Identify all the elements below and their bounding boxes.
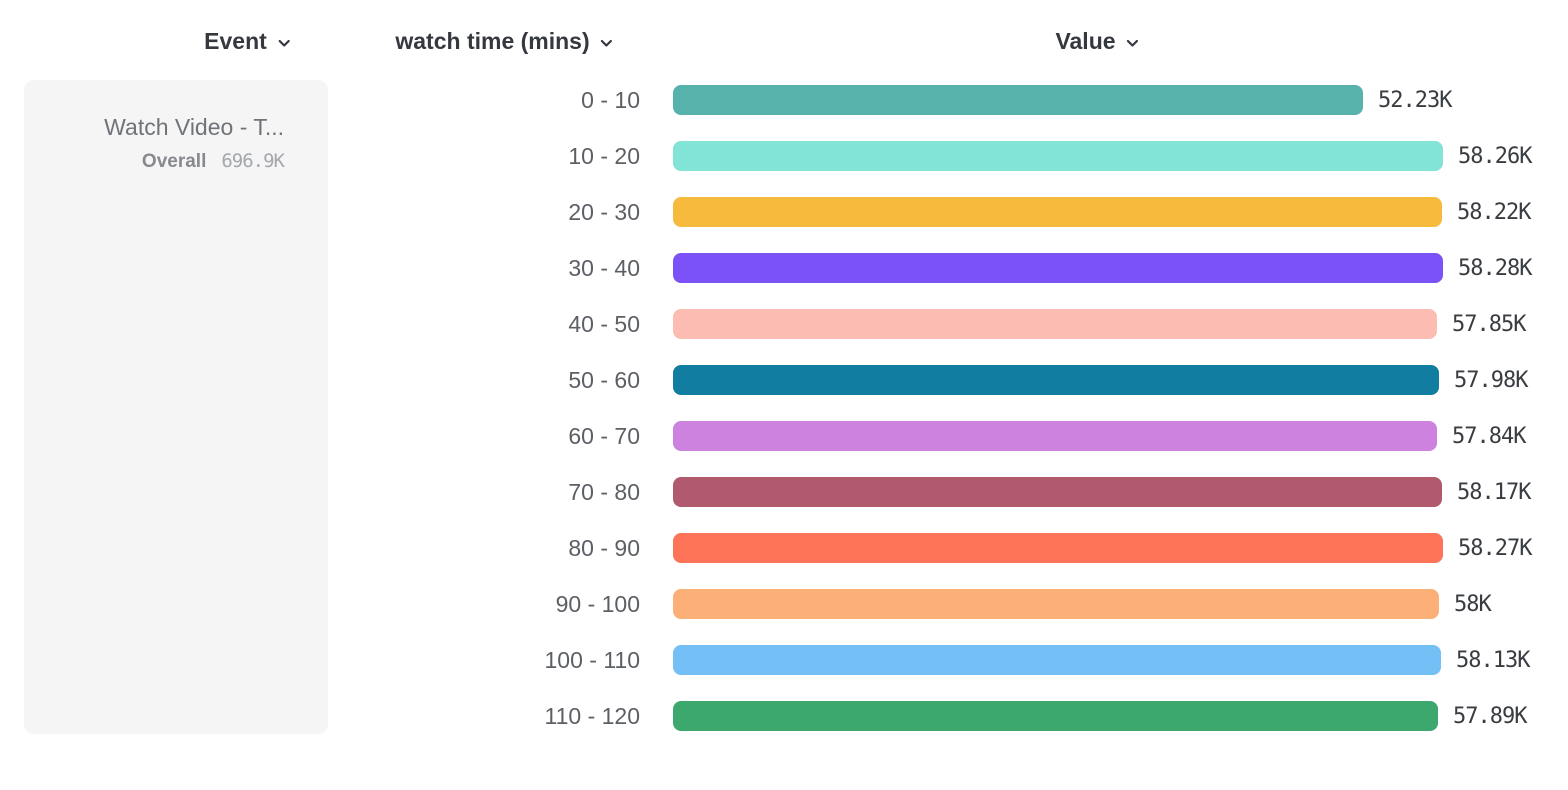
breakdown-column-label: watch time (mins) [395, 28, 590, 54]
value-label: 57.98K [1454, 367, 1528, 393]
value-column-label: Value [1055, 28, 1116, 54]
bar-track: 57.85K [673, 309, 1526, 339]
chart-row: 50 - 60 57.98K [340, 352, 1568, 408]
category-label: 70 - 80 [568, 478, 640, 505]
bar-track: 52.23K [673, 85, 1452, 115]
value-label: 58.26K [1458, 143, 1532, 169]
category-label: 90 - 100 [555, 590, 640, 617]
category-label: 50 - 60 [568, 366, 640, 393]
value-label: 57.89K [1453, 703, 1527, 729]
chart-row: 100 - 110 58.13K [340, 632, 1568, 688]
bar-segment[interactable] [673, 645, 1441, 675]
value-label: 52.23K [1378, 87, 1452, 113]
bar-track: 57.89K [673, 701, 1527, 731]
overall-label: Overall [141, 150, 207, 172]
chart-row: 70 - 80 58.17K [340, 464, 1568, 520]
overall-value: 696.9K [221, 149, 285, 172]
value-label: 57.84K [1452, 423, 1526, 449]
category-label: 40 - 50 [568, 310, 640, 337]
chart-row: 40 - 50 57.85K [340, 296, 1568, 352]
bar-track: 58.13K [673, 645, 1530, 675]
bar-track: 58.28K [673, 253, 1532, 283]
value-label: 58.27K [1458, 535, 1532, 561]
category-label: 20 - 30 [568, 198, 640, 225]
category-label: 80 - 90 [568, 534, 640, 561]
chart-row: 90 - 100 58K [340, 576, 1568, 632]
chart-row: 0 - 10 52.23K [340, 72, 1568, 128]
chart-row: 60 - 70 57.84K [340, 408, 1568, 464]
breakdown-column-dropdown[interactable]: watch time (mins) [395, 28, 614, 55]
event-card[interactable]: Watch Video - T... Overall 696.9K [24, 80, 328, 734]
bar-track: 58.26K [673, 141, 1532, 171]
chart-row: 30 - 40 58.28K [340, 240, 1568, 296]
value-label: 58.17K [1457, 479, 1531, 505]
value-label: 58.22K [1457, 199, 1531, 225]
bar-segment[interactable] [673, 421, 1437, 451]
category-label: 110 - 120 [544, 702, 640, 729]
chart-row: 110 - 120 57.89K [340, 688, 1568, 744]
category-label: 0 - 10 [581, 86, 640, 113]
category-label: 100 - 110 [544, 646, 640, 673]
chevron-down-icon [599, 35, 615, 51]
category-label: 60 - 70 [568, 422, 640, 449]
value-label: 58.13K [1456, 647, 1530, 673]
event-overall-row: Overall 696.9K [24, 149, 285, 173]
bar-segment[interactable] [673, 85, 1363, 115]
bar-chart: 0 - 10 52.23K 10 - 20 58.26K 20 - 30 58.22K 30… [340, 72, 1568, 744]
bar-segment[interactable] [673, 701, 1438, 731]
value-label: 57.85K [1452, 311, 1526, 337]
event-column-label: Event [204, 28, 267, 54]
value-label: 58K [1454, 591, 1492, 617]
bar-segment[interactable] [673, 533, 1443, 563]
bar-track: 58.27K [673, 533, 1532, 563]
chevron-down-icon [1125, 35, 1141, 51]
bar-track: 58.22K [673, 197, 1531, 227]
chart-row: 20 - 30 58.22K [340, 184, 1568, 240]
bar-segment[interactable] [673, 309, 1437, 339]
bar-track: 58.17K [673, 477, 1531, 507]
bar-track: 57.84K [673, 421, 1526, 451]
event-name: Watch Video - T... [104, 114, 284, 140]
chart-row: 80 - 90 58.27K [340, 520, 1568, 576]
event-column-dropdown[interactable]: Event [204, 28, 292, 55]
bar-track: 57.98K [673, 365, 1528, 395]
bar-segment[interactable] [673, 365, 1439, 395]
bar-segment[interactable] [673, 253, 1443, 283]
category-label: 30 - 40 [568, 254, 640, 281]
value-column-dropdown[interactable]: Value [1055, 28, 1140, 55]
bar-segment[interactable] [673, 477, 1442, 507]
bar-segment[interactable] [673, 141, 1443, 171]
bar-segment[interactable] [673, 197, 1442, 227]
chevron-down-icon [276, 35, 292, 51]
bar-track: 58K [673, 589, 1492, 619]
chart-row: 10 - 20 58.26K [340, 128, 1568, 184]
bar-segment[interactable] [673, 589, 1439, 619]
category-label: 10 - 20 [568, 142, 640, 169]
value-label: 58.28K [1458, 255, 1532, 281]
